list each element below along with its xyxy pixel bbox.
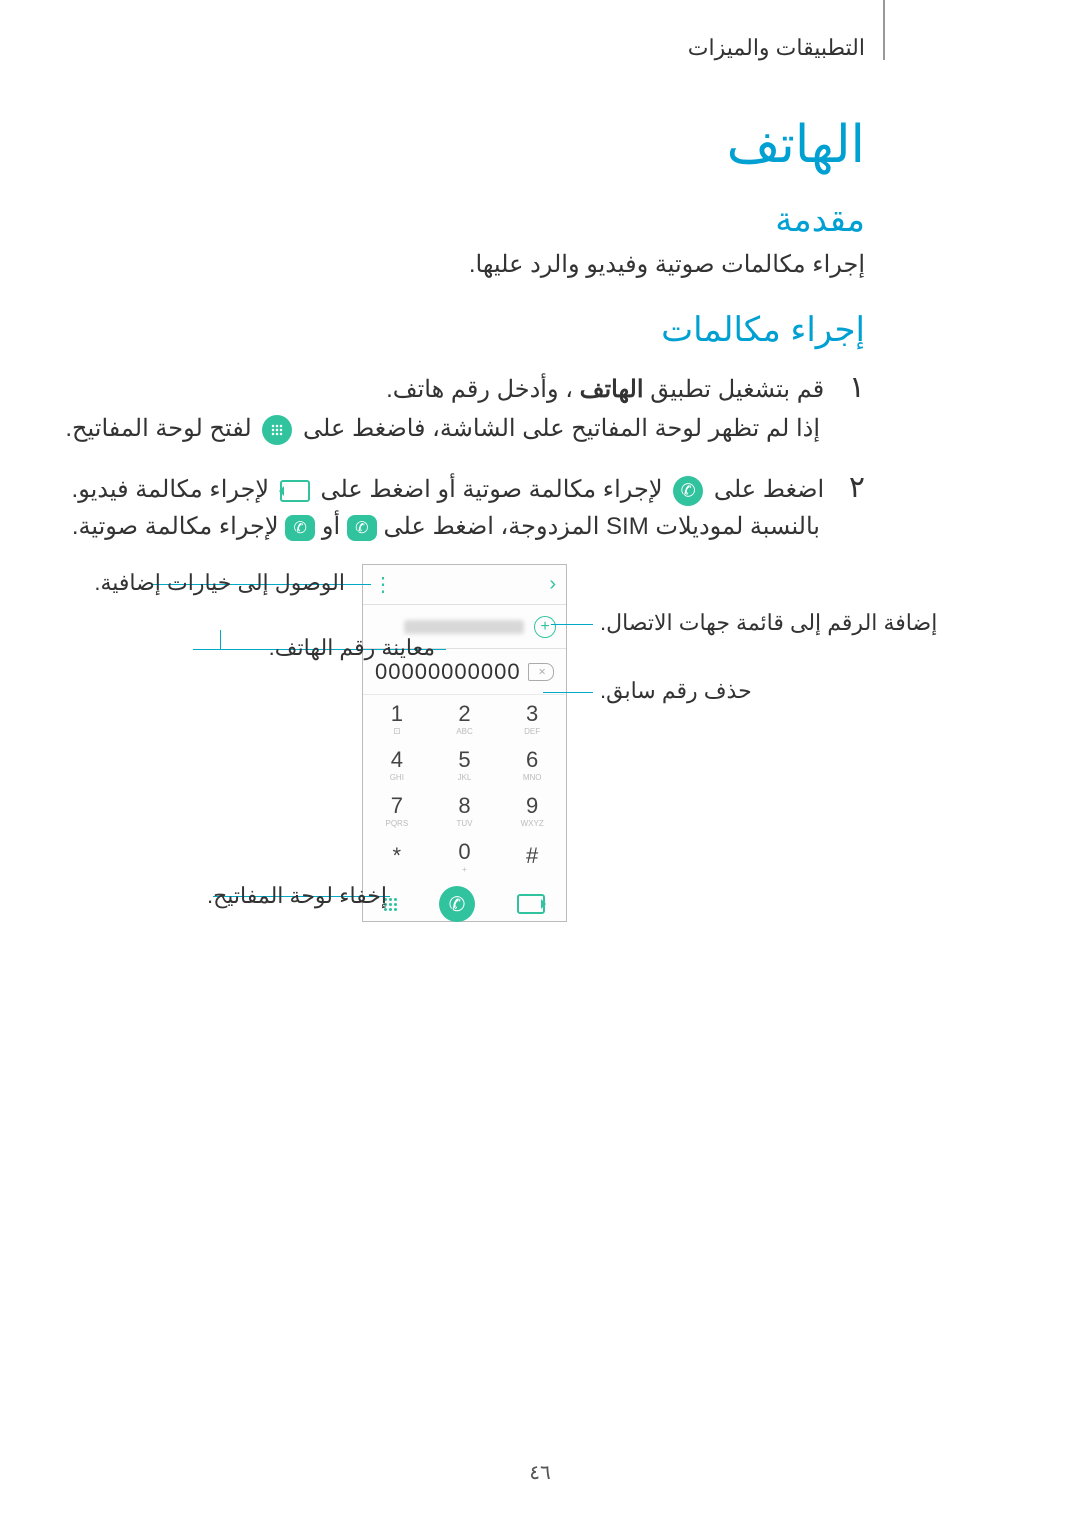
callout-line xyxy=(551,624,593,625)
backspace-icon[interactable] xyxy=(528,663,554,681)
step-2: ٢ اضغط على لإجراء مكالمة صوتية أو اضغط ع… xyxy=(72,470,865,506)
sim2-call-icon xyxy=(285,515,315,541)
intro-body: إجراء مكالمات صوتية وفيديو والرد عليها. xyxy=(469,250,865,279)
step-1-text-pre: قم بتشغيل تطبيق xyxy=(644,376,825,403)
key-star[interactable]: * xyxy=(363,833,431,879)
step-1: ١ قم بتشغيل تطبيق الهاتف ، وأدخل رقم هات… xyxy=(185,370,865,405)
step-1-bold: الهاتف xyxy=(580,376,644,403)
step-1-text-post: ، وأدخل رقم هاتف. xyxy=(386,376,573,403)
dial-video-button[interactable] xyxy=(517,894,545,914)
step1-sub-post: لفتح لوحة المفاتيح. xyxy=(65,415,251,442)
callout-more-options: الوصول إلى خيارات إضافية. xyxy=(94,570,345,596)
video-call-icon xyxy=(280,480,310,502)
callout-hide-keypad: إخفاء لوحة المفاتيح. xyxy=(207,883,387,909)
key-6[interactable]: 6MNO xyxy=(498,741,566,787)
calls-heading: إجراء مكالمات xyxy=(661,310,865,350)
dialer-bottom-row: ✆ xyxy=(363,879,566,929)
key-0[interactable]: 0+ xyxy=(431,833,499,879)
step2-sub-post: لإجراء مكالمة صوتية. xyxy=(72,513,279,540)
more-options-icon[interactable]: ⋮ xyxy=(373,581,393,589)
step-2-sub: بالنسبة لموديلات SIM المزدوجة، اضغط على … xyxy=(72,512,820,541)
step-1-sub: إذا لم تظهر لوحة المفاتيح على الشاشة، فا… xyxy=(65,414,820,445)
header-divider xyxy=(883,0,885,60)
step2-sub-pre: بالنسبة لموديلات SIM المزدوجة، اضغط على xyxy=(384,513,820,540)
step2-pre: اضغط على xyxy=(714,476,824,503)
key-7[interactable]: 7PQRS xyxy=(363,787,431,833)
step-1-number: ١ xyxy=(849,371,865,404)
back-chevron-icon[interactable]: ‹ xyxy=(549,573,556,596)
intro-heading: مقدمة xyxy=(775,200,865,240)
page-number: ٤٦ xyxy=(0,1460,1080,1485)
dial-keypad: 1⚀ 2ABC 3DEF 4GHI 5JKL 6MNO 7PQRS 8TUV 9… xyxy=(363,695,566,879)
key-9[interactable]: 9WXYZ xyxy=(498,787,566,833)
step1-sub-pre: إذا لم تظهر لوحة المفاتيح على الشاشة، فا… xyxy=(303,415,820,442)
header-section: التطبيقات والميزات xyxy=(688,35,865,61)
add-to-contacts-button[interactable]: + xyxy=(534,616,556,638)
call-icon xyxy=(673,476,703,506)
callout-add-contact: إضافة الرقم إلى قائمة جهات الاتصال. xyxy=(600,610,937,636)
dialer-mock: ‹ ⋮ + 00000000000 1⚀ 2ABC 3DEF 4GHI 5JKL… xyxy=(362,564,567,922)
callout-delete-prev: حذف رقم سابق. xyxy=(600,678,752,704)
key-hash[interactable]: # xyxy=(498,833,566,879)
dial-call-button[interactable]: ✆ xyxy=(439,886,475,922)
key-3[interactable]: 3DEF xyxy=(498,695,566,741)
step2-post: لإجراء مكالمة فيديو. xyxy=(72,476,270,503)
page-title: الهاتف xyxy=(727,115,865,175)
contact-name-blur xyxy=(404,620,524,634)
sim1-call-icon xyxy=(347,515,377,541)
dialer-topbar: ‹ ⋮ xyxy=(363,565,566,605)
step2-sub-or: أو xyxy=(322,513,340,540)
keypad-icon xyxy=(262,415,292,445)
step2-mid: لإجراء مكالمة صوتية أو اضغط على xyxy=(320,476,662,503)
callout-line xyxy=(543,692,593,693)
key-5[interactable]: 5JKL xyxy=(431,741,499,787)
key-4[interactable]: 4GHI xyxy=(363,741,431,787)
dialed-number: 00000000000 xyxy=(375,659,521,685)
callout-line xyxy=(220,630,221,649)
key-1[interactable]: 1⚀ xyxy=(363,695,431,741)
key-8[interactable]: 8TUV xyxy=(431,787,499,833)
key-2[interactable]: 2ABC xyxy=(431,695,499,741)
step-2-number: ٢ xyxy=(849,471,865,504)
callout-preview-number: معاينة رقم الهاتف. xyxy=(269,635,435,661)
